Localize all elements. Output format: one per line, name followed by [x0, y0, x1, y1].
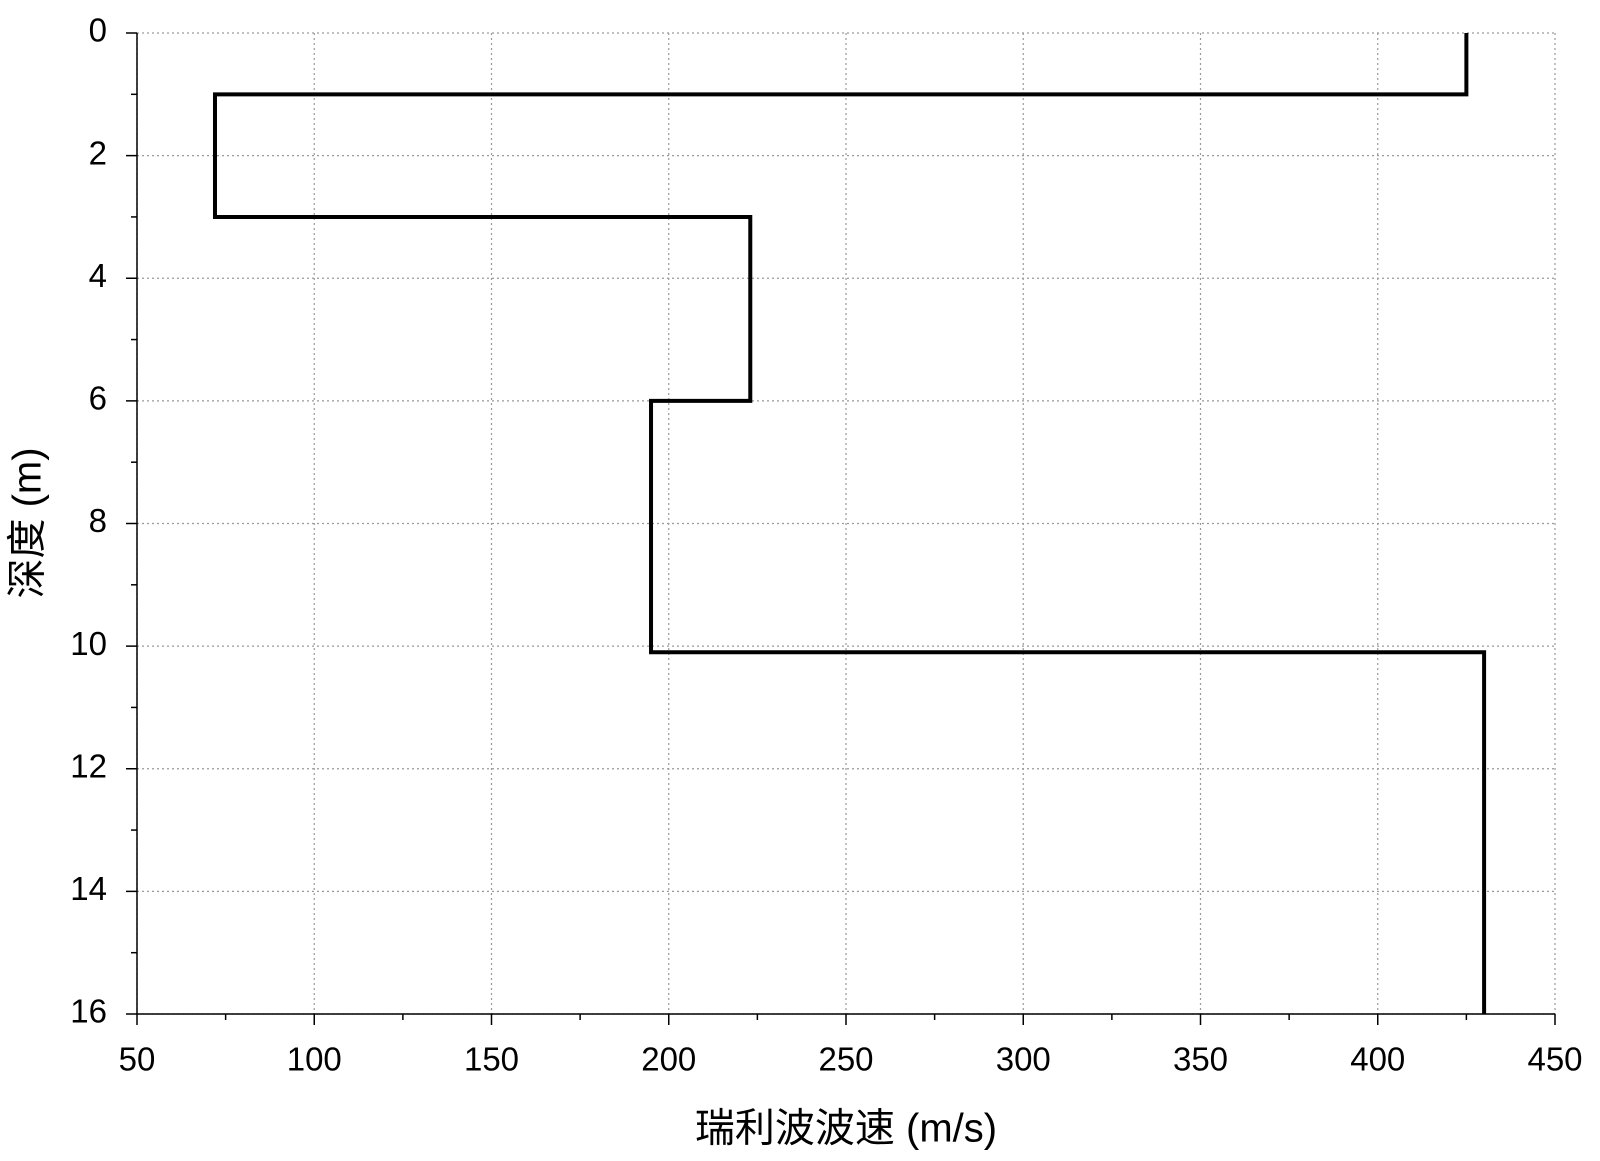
y-tick-label: 10: [70, 625, 107, 662]
x-tick-label: 200: [641, 1041, 696, 1078]
x-tick-label: 250: [818, 1041, 873, 1078]
y-axis-title: 深度 (m): [6, 447, 50, 598]
y-tick-label: 2: [89, 134, 107, 171]
x-tick-label: 100: [287, 1041, 342, 1078]
y-tick-label: 0: [89, 12, 107, 49]
x-tick-label: 450: [1527, 1041, 1582, 1078]
x-axis-title: 瑞利波波速 (m/s): [695, 1107, 997, 1151]
y-tick-label: 16: [70, 993, 107, 1030]
y-tick-label: 12: [70, 747, 107, 784]
x-tick-label: 350: [1173, 1041, 1228, 1078]
y-tick-label: 4: [89, 257, 107, 294]
x-tick-label: 150: [464, 1041, 519, 1078]
y-tick-label: 6: [89, 380, 107, 417]
x-tick-label: 300: [996, 1041, 1051, 1078]
x-tick-label: 50: [119, 1041, 156, 1078]
x-tick-label: 400: [1350, 1041, 1405, 1078]
y-tick-label: 14: [70, 870, 107, 907]
profile-line: [212, 33, 1487, 1014]
y-tick-label: 8: [89, 502, 107, 539]
